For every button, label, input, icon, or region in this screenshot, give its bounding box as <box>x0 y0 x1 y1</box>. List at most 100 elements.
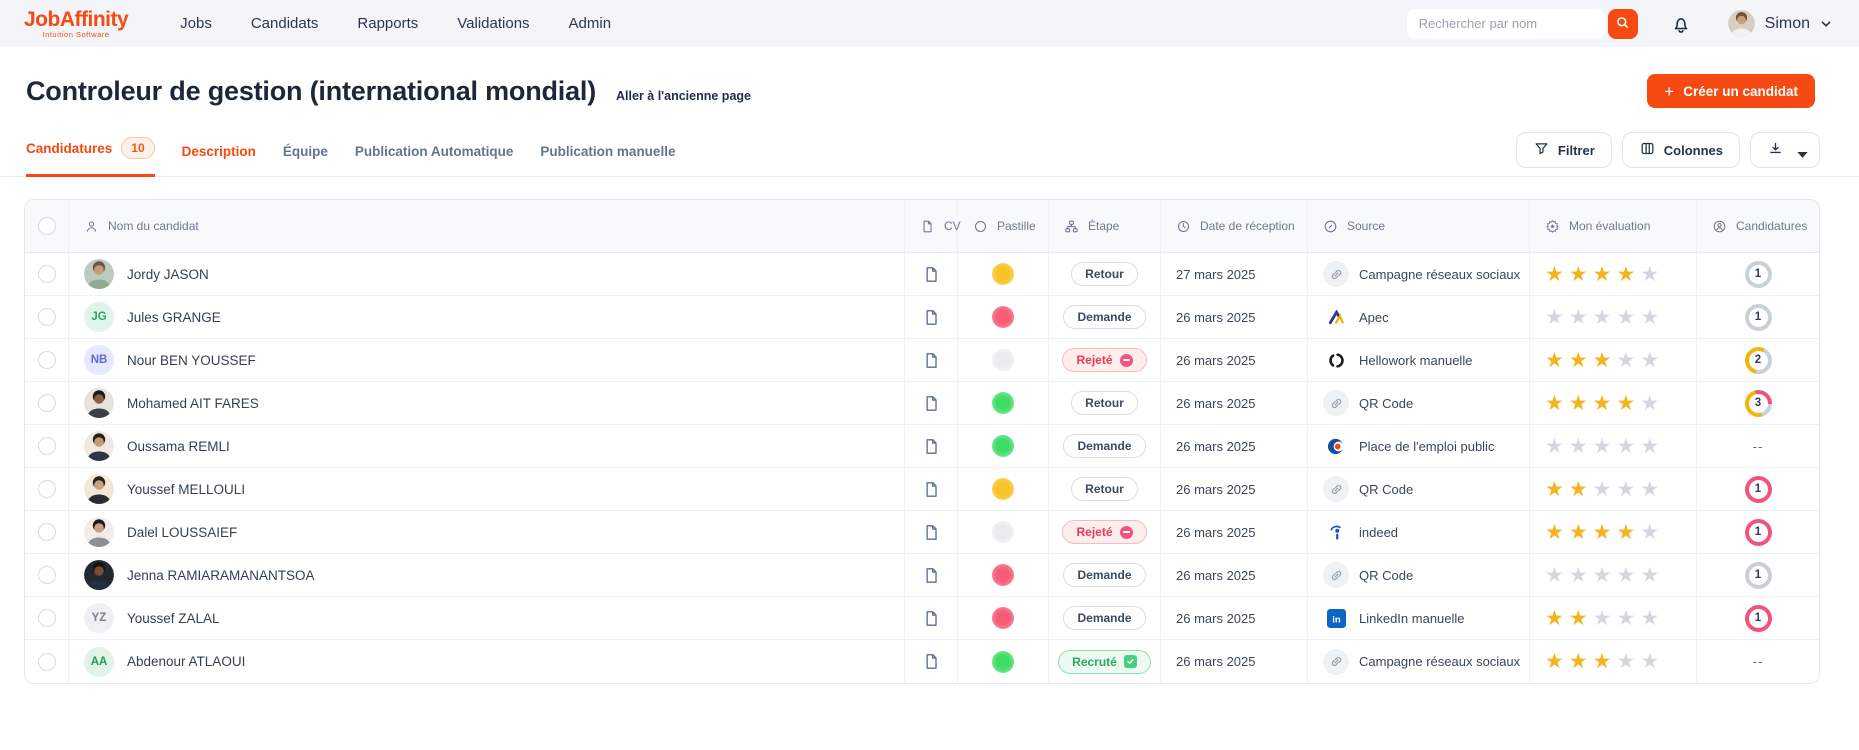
candidate-row[interactable]: AA Abdenour ATLAOUI Recruté 26 mars 2025 Cam… <box>25 640 1819 683</box>
cv-document-icon[interactable] <box>922 351 941 370</box>
rating-stars[interactable]: ★ ★ ★ ★ ★ <box>1545 393 1659 414</box>
pastille-dot[interactable] <box>992 607 1014 629</box>
stage-badge[interactable]: Demande <box>1063 305 1146 329</box>
rating-stars[interactable]: ★ ★ ★ ★ ★ <box>1545 264 1659 285</box>
applications-badge[interactable]: 3 <box>1744 389 1772 417</box>
tab-equipe[interactable]: Équipe <box>283 144 328 177</box>
candidate-name-cell: Dalel LOUSSAIEF <box>69 511 905 553</box>
stage-badge[interactable]: Demande <box>1063 563 1146 587</box>
stage-cell: Demande <box>1049 597 1161 639</box>
export-button[interactable] <box>1750 132 1820 168</box>
old-page-link[interactable]: Aller à l'ancienne page <box>616 88 751 103</box>
pastille-cell <box>958 339 1049 381</box>
source-label: QR Code <box>1359 481 1414 497</box>
candidate-row[interactable]: YZ Youssef ZALAL Demande 26 mars 2025 in Link… <box>25 597 1819 640</box>
star-icon: ★ <box>1616 391 1636 415</box>
rating-stars[interactable]: ★ ★ ★ ★ ★ <box>1545 479 1659 500</box>
rating-stars[interactable]: ★ ★ ★ ★ ★ <box>1545 522 1659 543</box>
candidate-row[interactable]: Mohamed AIT FARES Retour 26 mars 2025 QR Co… <box>25 382 1819 425</box>
pastille-dot[interactable] <box>992 349 1014 371</box>
rating-stars[interactable]: ★ ★ ★ ★ ★ <box>1545 608 1659 629</box>
row-checkbox[interactable] <box>37 523 56 541</box>
applications-badge[interactable]: 1 <box>1744 475 1772 503</box>
pastille-dot[interactable] <box>992 392 1014 414</box>
stage-badge[interactable]: Retour <box>1071 262 1138 286</box>
rating-stars[interactable]: ★ ★ ★ ★ ★ <box>1545 651 1659 672</box>
stage-badge[interactable]: Retour <box>1071 391 1138 415</box>
cv-document-icon[interactable] <box>922 566 941 585</box>
candidate-row[interactable]: Jenna RAMIARAMANANTSOA Demande 26 mars 202… <box>25 554 1819 597</box>
tab-candidatures[interactable]: Candidatures 10 <box>26 137 155 177</box>
tab-description[interactable]: Description <box>182 144 256 177</box>
columns-button[interactable]: Colonnes <box>1621 132 1740 168</box>
applications-badge[interactable]: 2 <box>1744 346 1772 374</box>
user-menu[interactable]: Simon <box>1727 10 1833 37</box>
applications-badge[interactable]: 1 <box>1744 260 1772 288</box>
row-checkbox[interactable] <box>37 566 56 584</box>
pastille-dot[interactable] <box>992 306 1014 328</box>
nav-item-candidats[interactable]: Candidats <box>250 15 319 32</box>
applications-badge[interactable]: 1 <box>1744 518 1772 546</box>
pastille-dot[interactable] <box>992 435 1014 457</box>
cv-document-icon[interactable] <box>922 394 941 413</box>
applications-badge[interactable]: 1 <box>1744 561 1772 589</box>
candidate-row[interactable]: Dalel LOUSSAIEF Rejeté 26 mars 2025 indeed ★… <box>25 511 1819 554</box>
cv-document-icon[interactable] <box>922 308 941 327</box>
row-checkbox[interactable] <box>37 480 56 498</box>
stage-badge[interactable]: Rejeté <box>1062 520 1147 544</box>
candidate-row[interactable]: Youssef MELLOULI Retour 26 mars 2025 QR Cod… <box>25 468 1819 511</box>
nav-item-admin[interactable]: Admin <box>568 15 612 32</box>
stage-badge[interactable]: Demande <box>1063 606 1146 630</box>
column-header-select <box>25 200 69 252</box>
pastille-dot[interactable] <box>992 650 1014 673</box>
select-all-checkbox[interactable] <box>37 217 56 235</box>
pastille-cell <box>958 511 1049 553</box>
stage-badge[interactable]: Demande <box>1063 434 1146 458</box>
tab-publication-automatique[interactable]: Publication Automatique <box>355 144 514 177</box>
stage-badge[interactable]: Retour <box>1071 477 1138 501</box>
cv-document-icon[interactable] <box>922 437 941 456</box>
rating-stars[interactable]: ★ ★ ★ ★ ★ <box>1545 307 1659 328</box>
rating-stars[interactable]: ★ ★ ★ ★ ★ <box>1545 436 1659 457</box>
pastille-dot[interactable] <box>992 478 1014 500</box>
notifications-bell-icon[interactable] <box>1670 13 1692 35</box>
rating-stars[interactable]: ★ ★ ★ ★ ★ <box>1545 350 1659 371</box>
search-input[interactable] <box>1406 8 1605 39</box>
column-header-evaluation: Mon évaluation <box>1530 200 1697 252</box>
topbar: JobAffinity Intuition Software Jobs Candi… <box>0 0 1859 47</box>
row-checkbox[interactable] <box>37 351 56 369</box>
pastille-dot[interactable] <box>992 521 1014 543</box>
row-checkbox[interactable] <box>37 652 56 671</box>
filter-button[interactable]: Filtrer <box>1515 132 1612 168</box>
rating-stars[interactable]: ★ ★ ★ ★ ★ <box>1545 565 1659 586</box>
row-checkbox[interactable] <box>37 265 56 283</box>
row-checkbox[interactable] <box>37 609 56 627</box>
cv-document-icon[interactable] <box>922 523 941 542</box>
app-logo[interactable]: JobAffinity Intuition Software <box>24 9 129 39</box>
row-checkbox[interactable] <box>37 437 56 455</box>
candidate-row[interactable]: Jordy JASON Retour 27 mars 2025 Campagne ré… <box>25 253 1819 296</box>
star-icon: ★ <box>1616 650 1636 673</box>
cv-document-icon[interactable] <box>922 480 941 499</box>
nav-item-validations[interactable]: Validations <box>457 15 530 32</box>
cv-document-icon[interactable] <box>922 652 941 671</box>
tab-publication-manuelle[interactable]: Publication manuelle <box>540 144 675 177</box>
create-candidate-button[interactable]: + Créer un candidat <box>1647 74 1815 108</box>
stage-badge[interactable]: Rejeté <box>1062 348 1147 372</box>
candidate-row[interactable]: JG Jules GRANGE Demande 26 mars 2025 Apec ★ ★ ★… <box>25 296 1819 339</box>
pastille-dot[interactable] <box>992 263 1014 285</box>
nav-item-jobs[interactable]: Jobs <box>180 15 212 32</box>
cv-document-icon[interactable] <box>922 609 941 628</box>
pastille-dot[interactable] <box>992 564 1014 586</box>
candidate-row[interactable]: Oussama REMLI Demande 26 mars 2025 Place de… <box>25 425 1819 468</box>
nav-item-rapports[interactable]: Rapports <box>357 15 419 32</box>
stage-badge[interactable]: Recruté <box>1058 649 1151 674</box>
cv-document-icon[interactable] <box>922 265 941 284</box>
candidate-row[interactable]: NB Nour BEN YOUSSEF Rejeté 26 mars 2025 Hell… <box>25 339 1819 382</box>
column-header-label: CV <box>944 219 961 233</box>
applications-badge[interactable]: 1 <box>1744 303 1772 331</box>
row-checkbox[interactable] <box>37 394 56 412</box>
row-checkbox[interactable] <box>37 308 56 326</box>
search-button[interactable] <box>1607 8 1638 39</box>
applications-badge[interactable]: 1 <box>1744 604 1772 632</box>
